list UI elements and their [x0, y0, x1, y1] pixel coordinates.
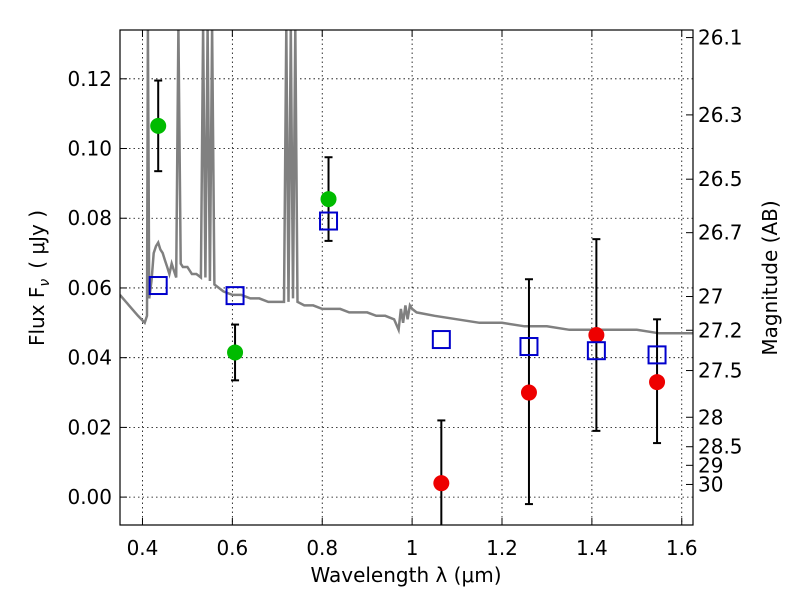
y2-tick-label: 26.7 [698, 221, 743, 245]
y2-tick-label: 26.1 [698, 26, 743, 50]
y2-tick-label: 29 [698, 453, 723, 477]
model-point-square [647, 345, 667, 365]
y2-tick-label: 28.5 [698, 435, 743, 459]
plot-area [120, 30, 693, 525]
y2-tick-label: 30 [698, 472, 723, 496]
y2-tick-label: 27.5 [698, 359, 743, 383]
model-point-square [586, 341, 606, 361]
y-tick-label: 0.12 [67, 67, 112, 91]
y-tick-label: 0.10 [67, 137, 112, 161]
x-tick-label: 1.4 [576, 536, 608, 560]
y-axis-label-main: Flux F [25, 287, 49, 346]
y2-tick-label: 28 [698, 405, 723, 429]
model-spectrum-line [120, 30, 693, 335]
model-point-square [519, 337, 539, 357]
data-markers [148, 117, 667, 492]
data-point [520, 384, 537, 401]
grid [120, 30, 693, 525]
data-point [433, 475, 450, 492]
x-tick-label: 0.6 [216, 536, 248, 560]
y-tick-label: 0.04 [67, 346, 112, 370]
axis-ticks: 0.4 0.6 0.8 1 1.2 1.4 1.6 0.00 0.02 0.04 0.06 0.08 0… [67, 26, 742, 560]
y2-axis-label: Magnitude (AB) [758, 200, 782, 355]
x-tick-label: 1.6 [666, 536, 698, 560]
y-tick-label: 0.06 [67, 276, 112, 300]
y-tick-label: 0.02 [67, 415, 112, 439]
data-point [227, 344, 244, 361]
y2-tick-label: 27.2 [698, 318, 743, 342]
y2-tick-label: 27 [698, 285, 723, 309]
x-tick-label: 1.2 [486, 536, 518, 560]
y-axis-label: Flux Fν ( μJy ) [25, 210, 53, 346]
y2-tick-label: 26.3 [698, 103, 743, 127]
data-point [588, 327, 605, 344]
data-point [649, 374, 666, 391]
y-axis-label-unit: ( μJy ) [25, 210, 49, 269]
x-tick-label: 1 [406, 536, 419, 560]
y2-tick-label: 26.5 [698, 167, 743, 191]
y-axis-label-subscript: ν [37, 279, 53, 287]
plot-frame [119, 29, 694, 526]
model-point-square [319, 211, 339, 231]
data-point [150, 117, 167, 134]
model-point-square [148, 276, 168, 296]
x-axis-label: Wavelength λ (μm) [310, 563, 501, 587]
x-tick-label: 0.8 [306, 536, 338, 560]
x-tick-label: 0.4 [127, 536, 159, 560]
y-tick-label: 0.00 [67, 485, 112, 509]
model-point-square [225, 286, 245, 306]
data-point [320, 191, 337, 208]
y-tick-label: 0.08 [67, 206, 112, 230]
model-point-square [431, 330, 451, 350]
